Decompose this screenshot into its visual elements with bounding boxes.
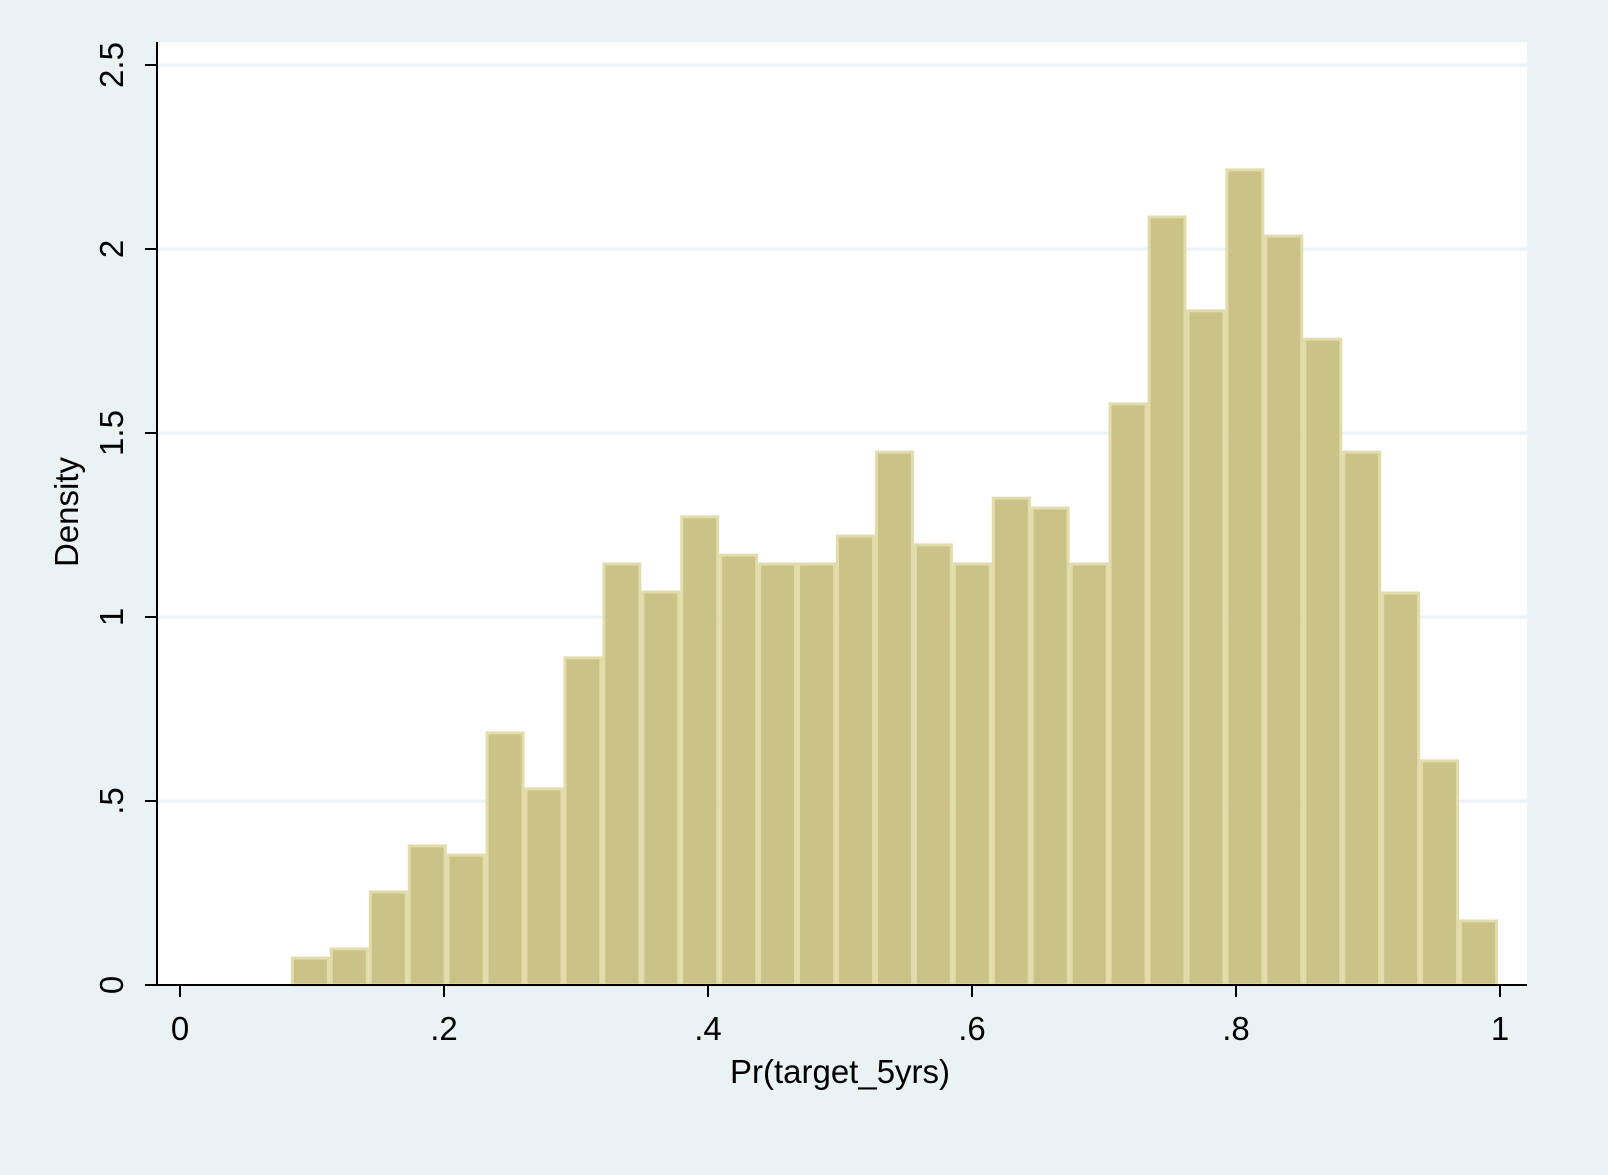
histogram-bar: [485, 731, 525, 987]
histogram-bar: [1108, 402, 1148, 987]
histogram-bar: [1186, 309, 1226, 987]
histogram-bar: [1264, 234, 1304, 987]
histogram-bar: [797, 562, 837, 987]
histogram-bar: [952, 562, 992, 987]
histogram-bar: [446, 853, 486, 987]
histogram-bar: [524, 787, 564, 987]
histogram-bar: [1381, 591, 1421, 987]
histogram-bar: [1303, 337, 1343, 987]
histogram-bar: [758, 562, 798, 987]
histogram-bar: [991, 496, 1031, 987]
x-tick-label: .8: [1222, 1010, 1250, 1047]
histogram-bar: [1342, 450, 1382, 987]
x-tick-label: .2: [430, 1010, 458, 1047]
histogram-bar: [1459, 919, 1499, 987]
histogram-bar: [680, 515, 720, 987]
histogram-bar: [290, 956, 330, 987]
x-tick-label: .4: [694, 1010, 722, 1047]
histogram-bar: [1420, 759, 1460, 987]
histogram-bar: [1069, 562, 1109, 987]
y-tick-label: 1.5: [93, 410, 130, 456]
y-tick-label: 1: [93, 608, 130, 626]
axes: 0 .5 1 1.5 2 2.5 0 .2 .4 .6 .8 1: [93, 42, 1527, 1047]
histogram-bar: [329, 947, 369, 987]
histogram-bar: [563, 656, 603, 987]
y-tick-label: .5: [93, 787, 130, 815]
histogram-bar: [407, 844, 447, 987]
histogram-bar: [1225, 168, 1265, 987]
y-axis-label: Density: [48, 456, 85, 567]
histogram-bar: [1147, 215, 1187, 987]
x-axis-label: Pr(target_5yrs): [730, 1053, 950, 1090]
histogram-bar: [874, 450, 914, 987]
histogram-bar: [602, 562, 642, 987]
histogram-bar: [719, 553, 759, 987]
histogram-bar: [1030, 506, 1070, 987]
y-tick-label: 2.5: [93, 42, 130, 88]
histogram-bar: [368, 890, 408, 987]
x-tick-label: 1: [1491, 1010, 1509, 1047]
y-tick-label: 0: [93, 976, 130, 994]
y-tick-label: 2: [93, 240, 130, 258]
histogram-bar: [641, 590, 681, 987]
histogram-bar: [836, 534, 875, 987]
x-tick-label: 0: [171, 1010, 189, 1047]
histogram-bar: [913, 543, 953, 987]
x-tick-label: .6: [958, 1010, 986, 1047]
